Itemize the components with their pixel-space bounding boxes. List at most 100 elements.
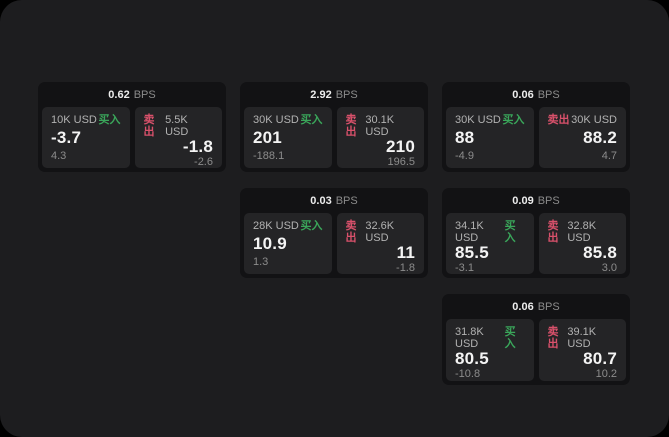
sell-amount: 32.8K USD — [567, 220, 597, 244]
sell-panel[interactable]: 卖出 30K USD 88.2 4.7 — [538, 107, 626, 168]
buy-amount: 10K USD — [51, 114, 97, 126]
buy-amount: 34.1K USD — [455, 220, 484, 244]
buy-action-label: 买入 — [504, 220, 516, 244]
bps-unit-label: BPS — [133, 88, 156, 101]
buy-panel[interactable]: 34.1K USD 买入 85.5 -3.1 — [446, 213, 534, 274]
sell-delta: -1.8 — [396, 262, 415, 274]
sell-price: 80.7 — [583, 349, 617, 368]
bps-unit-label: BPS — [537, 300, 560, 313]
sell-delta: 3.0 — [601, 262, 617, 274]
buy-price: 88 — [455, 128, 475, 147]
sell-amount: 39.1K USD — [567, 326, 597, 350]
quote-card: 0.06 BPS 30K USD 买入 88 -4.9 卖出 30K USD 8… — [442, 82, 630, 172]
card-header: 0.62 BPS — [42, 82, 222, 107]
buy-delta: -188.1 — [253, 150, 285, 162]
bps-value: 0.06 — [512, 300, 534, 313]
sell-panel-header: 卖出 32.6K USD — [346, 220, 416, 244]
buy-price: -3.7 — [51, 128, 82, 147]
bps-unit-label: BPS — [537, 194, 560, 207]
buy-panel-header: 30K USD 买入 — [455, 114, 525, 126]
sell-delta: -2.6 — [194, 156, 213, 168]
sell-delta: 196.5 — [387, 156, 415, 168]
buy-panel-header: 28K USD 买入 — [253, 220, 323, 232]
card-header: 2.92 BPS — [244, 82, 424, 107]
buy-amount: 31.8K USD — [455, 326, 484, 350]
sell-amount: 30K USD — [571, 114, 617, 126]
buy-panel[interactable]: 30K USD 买入 88 -4.9 — [446, 107, 534, 168]
buy-action-label: 买入 — [300, 114, 323, 126]
buy-panel[interactable]: 31.8K USD 买入 80.5 -10.8 — [446, 319, 534, 381]
sell-panel[interactable]: 卖出 32.6K USD 11 -1.8 — [336, 213, 424, 274]
buy-panel[interactable]: 30K USD 买入 201 -188.1 — [244, 107, 332, 168]
bps-unit-label: BPS — [335, 88, 358, 101]
sell-panel-header: 卖出 30.1K USD — [346, 114, 416, 138]
sell-amount: 30.1K USD — [365, 114, 395, 138]
buy-panel-header: 31.8K USD 买入 — [455, 326, 525, 350]
sell-price: 11 — [396, 243, 415, 262]
bps-value: 0.06 — [512, 88, 534, 101]
sell-price: 210 — [386, 137, 415, 156]
sell-amount: 5.5K USD — [165, 114, 189, 138]
buy-delta: 1.3 — [253, 256, 269, 268]
buy-amount: 30K USD — [455, 114, 501, 126]
buy-price: 85.5 — [455, 243, 489, 262]
sell-panel[interactable]: 卖出 5.5K USD -1.8 -2.6 — [134, 107, 222, 168]
bps-value: 0.09 — [512, 194, 534, 207]
sell-action-label: 卖出 — [547, 114, 570, 126]
buy-price: 80.5 — [455, 349, 489, 368]
buy-action-label: 买入 — [502, 114, 525, 126]
sell-panel-header: 卖出 5.5K USD — [144, 114, 214, 138]
buy-delta: -10.8 — [455, 368, 481, 380]
sell-delta: 4.7 — [601, 150, 617, 162]
sell-panel-header: 卖出 39.1K USD — [548, 326, 618, 350]
card-body: 30K USD 买入 201 -188.1 卖出 30.1K USD 210 1… — [244, 107, 424, 168]
sell-price: 85.8 — [583, 243, 617, 262]
quote-card: 0.06 BPS 31.8K USD 买入 80.5 -10.8 卖出 39.1… — [442, 294, 630, 385]
buy-panel-header: 30K USD 买入 — [253, 114, 323, 126]
buy-action-label: 买入 — [98, 114, 121, 126]
card-header: 0.06 BPS — [446, 294, 626, 319]
bps-value: 0.03 — [310, 194, 332, 207]
sell-panel-header: 卖出 30K USD — [548, 114, 618, 126]
bps-value: 0.62 — [108, 88, 130, 101]
sell-delta: 10.2 — [595, 368, 617, 380]
buy-action-label: 买入 — [504, 326, 516, 350]
sell-panel[interactable]: 卖出 39.1K USD 80.7 10.2 — [538, 319, 626, 381]
buy-delta: -4.9 — [455, 150, 474, 162]
card-header: 0.03 BPS — [244, 188, 424, 213]
buy-amount: 30K USD — [253, 114, 299, 126]
card-body: 31.8K USD 买入 80.5 -10.8 卖出 39.1K USD 80.… — [446, 319, 626, 381]
quote-grid: 0.62 BPS 10K USD 买入 -3.7 4.3 卖出 5.5K USD… — [38, 82, 630, 385]
card-body: 28K USD 买入 10.9 1.3 卖出 32.6K USD 11 -1.8 — [244, 213, 424, 274]
sell-price: -1.8 — [182, 137, 213, 156]
buy-price: 10.9 — [253, 234, 287, 253]
sell-action-label: 卖出 — [345, 114, 357, 138]
buy-action-label: 买入 — [300, 220, 323, 232]
buy-price: 201 — [253, 128, 282, 147]
buy-panel-header: 34.1K USD 买入 — [455, 220, 525, 244]
sell-panel-header: 卖出 32.8K USD — [548, 220, 618, 244]
sell-action-label: 卖出 — [143, 114, 155, 138]
card-header: 0.06 BPS — [446, 82, 626, 107]
sell-action-label: 卖出 — [547, 220, 559, 244]
sell-panel[interactable]: 卖出 32.8K USD 85.8 3.0 — [538, 213, 626, 274]
bps-unit-label: BPS — [537, 88, 560, 101]
quote-card: 0.09 BPS 34.1K USD 买入 85.5 -3.1 卖出 32.8K… — [442, 188, 630, 278]
quote-card: 0.62 BPS 10K USD 买入 -3.7 4.3 卖出 5.5K USD… — [38, 82, 226, 172]
sell-panel[interactable]: 卖出 30.1K USD 210 196.5 — [336, 107, 424, 168]
card-body: 30K USD 买入 88 -4.9 卖出 30K USD 88.2 4.7 — [446, 107, 626, 168]
bps-value: 2.92 — [310, 88, 332, 101]
buy-panel-header: 10K USD 买入 — [51, 114, 121, 126]
card-body: 10K USD 买入 -3.7 4.3 卖出 5.5K USD -1.8 -2.… — [42, 107, 222, 168]
buy-amount: 28K USD — [253, 220, 299, 232]
quote-card: 0.03 BPS 28K USD 买入 10.9 1.3 卖出 32.6K US… — [240, 188, 428, 278]
card-header: 0.09 BPS — [446, 188, 626, 213]
buy-delta: -3.1 — [455, 262, 474, 274]
buy-delta: 4.3 — [51, 150, 67, 162]
card-body: 34.1K USD 买入 85.5 -3.1 卖出 32.8K USD 85.8… — [446, 213, 626, 274]
buy-panel[interactable]: 28K USD 买入 10.9 1.3 — [244, 213, 332, 274]
sell-action-label: 卖出 — [547, 326, 559, 350]
buy-panel[interactable]: 10K USD 买入 -3.7 4.3 — [42, 107, 130, 168]
sell-amount: 32.6K USD — [365, 220, 395, 244]
